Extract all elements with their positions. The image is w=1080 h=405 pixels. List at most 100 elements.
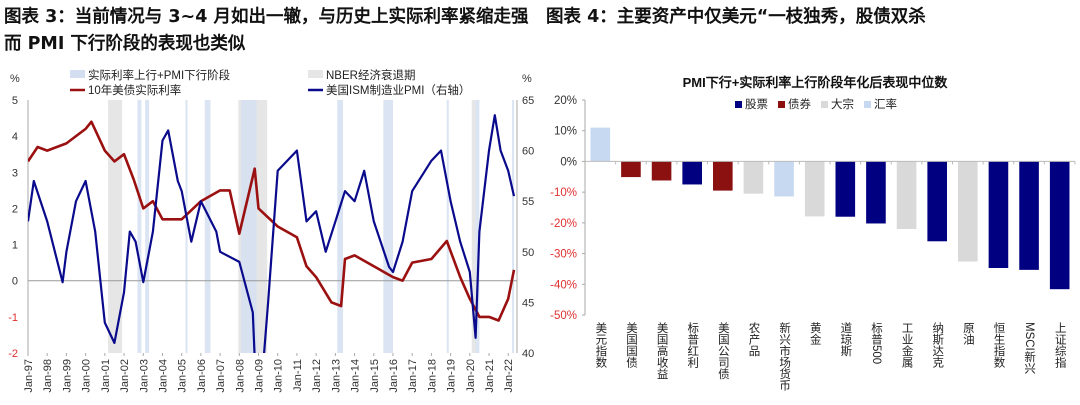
legend-label-pmi: 美国ISM制造业PMI（右轴） — [326, 83, 470, 97]
bar-纳斯达克 — [927, 161, 947, 242]
bar-道琼斯 — [835, 161, 856, 217]
bar-category-label: 黄金 — [809, 321, 822, 345]
legend-swatch-nber — [308, 70, 323, 78]
right-y-tick-label: 55 — [522, 196, 534, 208]
x-tick-label: Jan-12 — [311, 359, 323, 393]
bar-category-label: 原油 — [962, 322, 975, 345]
x-tick-label: Jan-99 — [61, 359, 73, 393]
x-tick-label: Jan-19 — [446, 359, 458, 393]
right-y-tick-label: 40 — [522, 348, 534, 360]
left-y-tick-label: 1 — [12, 240, 18, 252]
real-rate-line — [28, 120, 516, 322]
legend-swatch-1 — [778, 101, 785, 108]
bar-y-tick-label: -30% — [550, 249, 577, 261]
x-tick-label: Jan-14 — [350, 359, 362, 393]
x-tick-label: Jan-15 — [369, 359, 381, 393]
bar-y-tick-label: -10% — [550, 187, 577, 199]
bar-category-label: 恒生指数 — [992, 322, 1005, 369]
left-y-tick-label: -2 — [8, 348, 18, 360]
rate-up-pmi-down-band — [137, 100, 142, 353]
x-tick-label: Jan-01 — [100, 359, 112, 393]
bar-category-label: 标普红利 — [686, 322, 699, 368]
nber-recession-band — [471, 100, 476, 353]
bar-美国高收益 — [651, 161, 672, 181]
x-tick-label: Jan-08 — [234, 359, 246, 393]
bar-y-tick-label: 0% — [560, 156, 577, 168]
bar-category-label: 新兴市场货币 — [778, 321, 791, 392]
left-y-tick-label: 0 — [12, 276, 18, 288]
x-tick-label: Jan-17 — [407, 359, 419, 393]
legend-label-real-rate: 10年美债实际利率 — [88, 83, 181, 97]
bar-category-label: 农产品 — [747, 321, 760, 356]
rate-up-pmi-down-band — [185, 100, 188, 353]
bar-category-label: 纳斯达克 — [931, 322, 944, 368]
x-tick-label: Jan-16 — [388, 359, 400, 393]
bar-category-label: 美元指数 — [594, 321, 607, 369]
legend-label-nber: NBER经济衰退期 — [326, 68, 415, 82]
bar-标普红利 — [682, 161, 702, 185]
rate-up-pmi-down-band — [337, 100, 344, 353]
figure-4-title: 图表 4：主要资产中仅美元“一枝独秀，股债双杀 — [546, 7, 926, 27]
bar-category-label: 标普500 — [870, 322, 883, 364]
right-y-tick-label: 65 — [522, 95, 534, 107]
bar-上证综指 — [1049, 161, 1070, 290]
legend-label: 股票 — [745, 98, 768, 111]
rate-up-pmi-down-band — [512, 100, 515, 353]
bar-新兴市场货币 — [774, 161, 794, 197]
bar-恒生指数 — [988, 161, 1009, 269]
rate-up-pmi-down-band — [204, 100, 211, 353]
right-y-tick-label: 50 — [522, 247, 534, 259]
bar-y-tick-label: -20% — [550, 218, 577, 230]
bar-原油 — [958, 161, 978, 262]
left-y-tick-label: -1 — [8, 312, 18, 324]
bar-category-label: 美国高收益 — [656, 321, 669, 379]
left-y-tick-label: 4 — [12, 131, 18, 143]
bar-美国国债 — [621, 161, 641, 178]
right-y-tick-label: 45 — [522, 297, 534, 309]
pmi-line — [28, 114, 516, 353]
bar-农产品 — [743, 161, 764, 194]
legend-label: 汇率 — [874, 97, 897, 111]
legend-label: 债券 — [788, 97, 811, 111]
bar-category-label: 道琼斯 — [839, 321, 852, 357]
bar-美元指数 — [590, 127, 611, 162]
rate-up-pmi-down-band — [446, 100, 449, 353]
bar-category-label: 上证综指 — [1054, 322, 1067, 369]
bar-y-tick-label: 10% — [554, 126, 577, 138]
x-tick-label: Jan-13 — [330, 359, 342, 393]
x-tick-label: Jan-18 — [426, 359, 438, 393]
bar-y-tick-label: 20% — [554, 95, 577, 107]
x-tick-label: Jan-02 — [119, 359, 131, 393]
nber-recession-band — [108, 100, 123, 353]
x-tick-label: Jan-11 — [292, 359, 304, 392]
left-y-tick-label: 2 — [12, 203, 18, 215]
left-y-unit: % — [10, 73, 20, 85]
x-tick-label: Jan-03 — [138, 359, 150, 393]
x-tick-label: Jan-20 — [465, 359, 477, 393]
legend-swatch-0 — [735, 101, 742, 108]
x-tick-label: Jan-98 — [42, 359, 54, 393]
x-tick-label: Jan-09 — [254, 359, 266, 393]
x-tick-label: Jan-97 — [23, 359, 35, 393]
bar-chart-title: PMI下行+实际利率上行阶段年化后表现中位数 — [683, 75, 949, 90]
x-tick-label: Jan-00 — [81, 359, 93, 393]
bar-category-label: 美国国债 — [625, 321, 638, 369]
right-y-unit: % — [522, 73, 532, 85]
rate-up-pmi-down-band — [383, 100, 393, 353]
rate-up-pmi-down-band — [145, 100, 150, 353]
rate-up-pmi-down-band — [241, 100, 257, 353]
x-tick-label: Jan-05 — [177, 359, 189, 393]
x-tick-label: Jan-07 — [215, 359, 227, 393]
x-tick-label: Jan-21 — [484, 359, 496, 393]
bar-category-label: MSCI新兴 — [1023, 322, 1036, 374]
bar-美国公司债 — [713, 161, 733, 191]
x-tick-label: Jan-04 — [157, 359, 169, 393]
x-tick-label: Jan-22 — [503, 359, 515, 393]
left-y-tick-label: 5 — [12, 95, 18, 107]
bar-category-label: 工业金属 — [901, 322, 914, 369]
figure-3-title: 图表 3：当前情况与 3~4 月如出一辙，与历史上实际利率紧缩走强而 PMI 下… — [4, 7, 529, 54]
bar-标普500 — [866, 161, 886, 224]
x-tick-label: Jan-10 — [273, 359, 285, 393]
bar-工业金属 — [896, 161, 917, 229]
